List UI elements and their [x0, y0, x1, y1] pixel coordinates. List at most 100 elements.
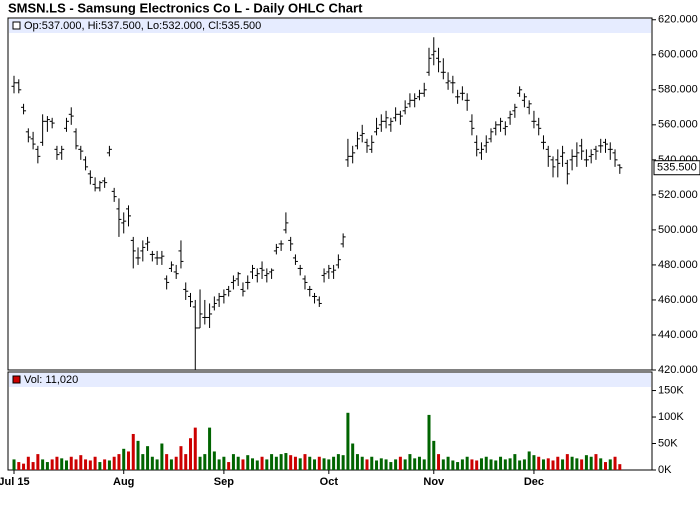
volume-bar — [136, 440, 140, 470]
y-tick-label: 480.000 — [658, 259, 698, 271]
volume-bar — [193, 427, 197, 470]
volume-bar — [456, 462, 460, 470]
volume-bar — [246, 455, 250, 470]
volume-bar — [580, 459, 584, 470]
volume-bar — [375, 460, 379, 470]
volume-bar — [365, 459, 369, 470]
volume-bar — [541, 459, 545, 470]
info-band — [9, 373, 651, 387]
volume-bar — [551, 460, 555, 470]
y-tick-label: 600.000 — [658, 49, 698, 61]
volume-bar — [427, 414, 431, 470]
volume-bar — [422, 459, 426, 470]
volume-bar — [451, 460, 455, 470]
volume-bar — [289, 455, 293, 470]
volume-bar — [584, 455, 588, 470]
volume-bar — [22, 463, 26, 470]
volume-bar — [379, 458, 383, 470]
volume-bar — [470, 459, 474, 470]
volume-bar — [26, 456, 30, 470]
volume-bar — [561, 459, 565, 470]
volume-bar — [84, 459, 88, 470]
volume-bar — [494, 460, 498, 470]
volume-bar — [308, 456, 312, 470]
volume-bar — [341, 455, 345, 470]
volume-bar — [293, 456, 297, 470]
volume-bar — [608, 459, 612, 470]
volume-bar — [146, 446, 150, 470]
volume-bar — [446, 456, 450, 470]
volume-bar — [360, 456, 364, 470]
volume-bar — [475, 460, 479, 470]
volume-bar — [432, 440, 436, 470]
volume-bar — [513, 454, 517, 470]
volume-bar — [313, 459, 317, 470]
volume-bar — [384, 459, 388, 470]
volume-bar — [322, 458, 326, 470]
volume-bar — [241, 459, 245, 470]
volume-bar — [198, 456, 202, 470]
volume-bar — [55, 456, 59, 470]
y-tick-label: 150K — [658, 384, 684, 396]
volume-bar — [222, 456, 226, 470]
volume-bar — [126, 451, 130, 470]
volume-bar — [298, 458, 302, 470]
volume-bar — [160, 443, 164, 470]
volume-bar — [537, 456, 541, 470]
volume-bar — [599, 458, 603, 470]
volume-bar — [217, 459, 221, 470]
volume-bar — [346, 412, 350, 470]
volume-bar — [45, 462, 49, 470]
volume-info: Vol: 11,020 — [24, 374, 78, 386]
price-info: Op:537.000, Hi:537.500, Lo:532.000, Cl:5… — [24, 20, 261, 32]
volume-bar — [131, 433, 135, 470]
volume-bar — [270, 454, 274, 470]
volume-bar — [484, 456, 488, 470]
volume-bar — [165, 454, 169, 470]
volume-bar — [332, 456, 336, 470]
volume-bar — [236, 456, 240, 470]
volume-bar — [355, 454, 359, 470]
volume-bar — [317, 456, 321, 470]
volume-bar — [184, 454, 188, 470]
volume-bar — [36, 454, 40, 470]
volume-bar — [79, 455, 83, 470]
volume-bar — [441, 459, 445, 470]
volume-bar — [460, 459, 464, 470]
volume-bar — [489, 459, 493, 470]
volume-bar — [155, 459, 159, 470]
y-tick-label: 420.000 — [658, 364, 698, 376]
volume-bar — [265, 459, 269, 470]
volume-bar — [279, 454, 283, 470]
volume-bar — [603, 462, 607, 470]
volume-bar — [389, 462, 393, 470]
volume-bar — [117, 454, 121, 470]
volume-bar — [527, 451, 531, 470]
volume-bar — [336, 454, 340, 470]
chart-title: SMSN.LS - Samsung Electronics Co L - Dai… — [8, 0, 363, 15]
y-tick-label: 460.000 — [658, 294, 698, 306]
volume-bar — [522, 459, 526, 470]
volume-bar — [284, 453, 288, 470]
volume-bar — [408, 454, 412, 470]
volume-bar — [64, 460, 68, 470]
volume-bar — [189, 438, 193, 470]
volume-bar — [208, 427, 212, 470]
volume-bar — [518, 460, 522, 470]
volume-bar — [398, 456, 402, 470]
volume-bar — [255, 460, 259, 470]
volume-bar — [546, 458, 550, 470]
y-tick-label: 560.000 — [658, 119, 698, 131]
volume-bar — [179, 446, 183, 470]
volume-bar — [575, 458, 579, 470]
volume-bar — [465, 456, 469, 470]
volume-bar — [413, 458, 417, 470]
volume-bar — [227, 462, 231, 470]
volume-bar — [17, 462, 21, 470]
volume-bar — [370, 456, 374, 470]
x-tick-label: Jul 15 — [0, 476, 30, 488]
volume-panel — [7, 371, 653, 471]
volume-bar — [503, 459, 507, 470]
volume-bar — [107, 460, 111, 470]
volume-bar — [351, 443, 355, 470]
